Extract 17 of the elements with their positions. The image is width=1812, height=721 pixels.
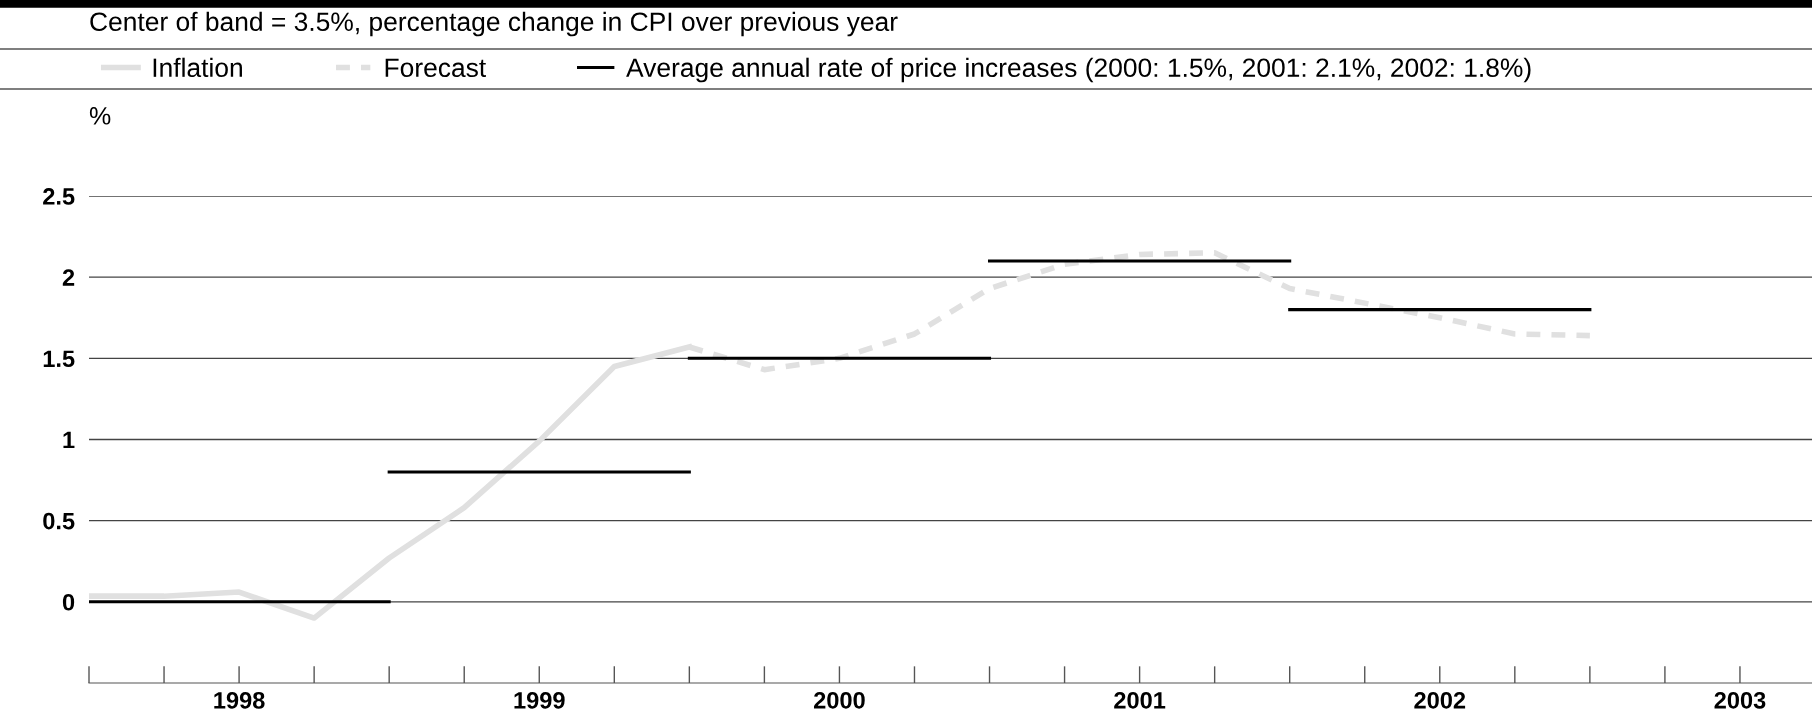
chart-title: Center of band = 3.5%, percentage change in CPI over previous year	[90, 11, 898, 37]
legend-label: Average annual rate of price increases (2000: 1.5%, 2001: 2.1%, 2002: 1.8%)	[626, 57, 1531, 83]
y-tick-label: 2	[62, 269, 75, 286]
x-tick-label: 2000	[813, 691, 865, 709]
x-tick-label: 1999	[514, 691, 565, 709]
x-tick-label: 1998	[214, 691, 265, 709]
legend-label: Inflation	[153, 57, 242, 78]
x-tick-label: 2001	[1114, 691, 1166, 709]
y-tick-label: 2.5	[43, 188, 75, 205]
x-tick-label: 2002	[1414, 691, 1466, 709]
y-tick-label: 1.5	[43, 350, 75, 368]
y-tick-label: 1	[63, 431, 75, 449]
y-tick-label: 0.5	[43, 512, 75, 530]
y-axis-title: %	[89, 107, 111, 125]
x-tick-label: 2003	[1714, 691, 1766, 709]
y-tick-label: 0	[62, 593, 75, 611]
legend-label: Forecast	[385, 58, 486, 78]
